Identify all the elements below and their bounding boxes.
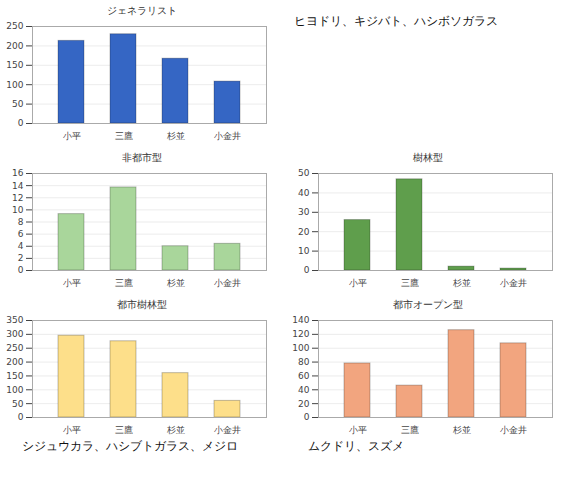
svg-text:200: 200 (6, 357, 23, 367)
svg-text:50: 50 (12, 99, 24, 109)
svg-text:三鷹: 三鷹 (401, 425, 419, 435)
svg-text:小金井: 小金井 (500, 425, 527, 435)
svg-text:小平: 小平 (63, 131, 81, 141)
svg-text:小金井: 小金井 (214, 425, 241, 435)
svg-text:小金井: 小金井 (500, 278, 527, 288)
svg-text:0: 0 (18, 265, 24, 275)
html-text:都市オープン型: 都市オープン型 (393, 299, 463, 310)
svg-text:60: 60 (298, 371, 310, 381)
svg-text:100: 100 (6, 80, 23, 90)
svg-text:50: 50 (12, 399, 24, 409)
svg-text:120: 120 (292, 329, 309, 339)
svg-text:0: 0 (18, 412, 24, 422)
html-text:非都市型: 非都市型 (122, 152, 162, 163)
svg-text:300: 300 (6, 329, 23, 339)
svg-text:小平: 小平 (349, 425, 367, 435)
svg-text:150: 150 (6, 60, 23, 70)
svg-text:小平: 小平 (63, 425, 81, 435)
svg-text:10: 10 (12, 205, 24, 215)
svg-text:20: 20 (298, 227, 310, 237)
svg-text:三鷹: 三鷹 (115, 278, 133, 288)
html-text:ムクドリ、スズメ: ムクドリ、スズメ (308, 439, 404, 453)
svg-text:30: 30 (298, 207, 310, 217)
svg-text:小金井: 小金井 (214, 131, 241, 141)
svg-text:杉並: 杉並 (166, 425, 185, 435)
svg-text:8: 8 (18, 217, 24, 227)
svg-text:12: 12 (12, 193, 23, 203)
svg-text:杉並: 杉並 (452, 278, 471, 288)
svg-text:100: 100 (6, 385, 23, 395)
svg-text:小平: 小平 (63, 278, 81, 288)
svg-text:2: 2 (18, 253, 24, 263)
svg-text:0: 0 (304, 412, 310, 422)
svg-text:50: 50 (298, 168, 310, 178)
svg-text:10: 10 (298, 246, 310, 256)
html-text:都市樹林型: 都市樹林型 (117, 299, 167, 310)
svg-text:三鷹: 三鷹 (115, 131, 133, 141)
svg-text:杉並: 杉並 (452, 425, 471, 435)
svg-text:20: 20 (298, 399, 310, 409)
svg-text:250: 250 (6, 343, 23, 353)
svg-text:4: 4 (18, 241, 24, 251)
html-text:ヒヨドリ、キジバト、ハシボソガラス: ヒヨドリ、キジバト、ハシボソガラス (294, 14, 498, 28)
svg-text:100: 100 (292, 343, 309, 353)
svg-text:三鷹: 三鷹 (401, 278, 419, 288)
svg-text:40: 40 (298, 188, 310, 198)
svg-text:三鷹: 三鷹 (115, 425, 133, 435)
svg-text:200: 200 (6, 41, 23, 51)
svg-text:350: 350 (6, 315, 23, 325)
svg-text:250: 250 (6, 21, 23, 31)
svg-text:16: 16 (12, 168, 24, 178)
html-text:樹林型: 樹林型 (413, 152, 443, 163)
svg-text:小金井: 小金井 (214, 278, 241, 288)
svg-text:杉並: 杉並 (166, 131, 185, 141)
svg-text:14: 14 (12, 181, 24, 191)
svg-text:0: 0 (18, 118, 24, 128)
svg-text:40: 40 (298, 385, 310, 395)
html-text:シジュウカラ、ハシブトガラス、メジロ: シジュウカラ、ハシブトガラス、メジロ (22, 439, 238, 453)
svg-text:0: 0 (304, 265, 310, 275)
svg-text:杉並: 杉並 (166, 278, 185, 288)
svg-text:小平: 小平 (349, 278, 367, 288)
svg-text:6: 6 (18, 229, 24, 239)
svg-text:80: 80 (298, 357, 310, 367)
svg-text:140: 140 (292, 315, 309, 325)
html-text:ジェネラリスト: ジェネラリスト (107, 5, 177, 16)
svg-text:150: 150 (6, 371, 23, 381)
